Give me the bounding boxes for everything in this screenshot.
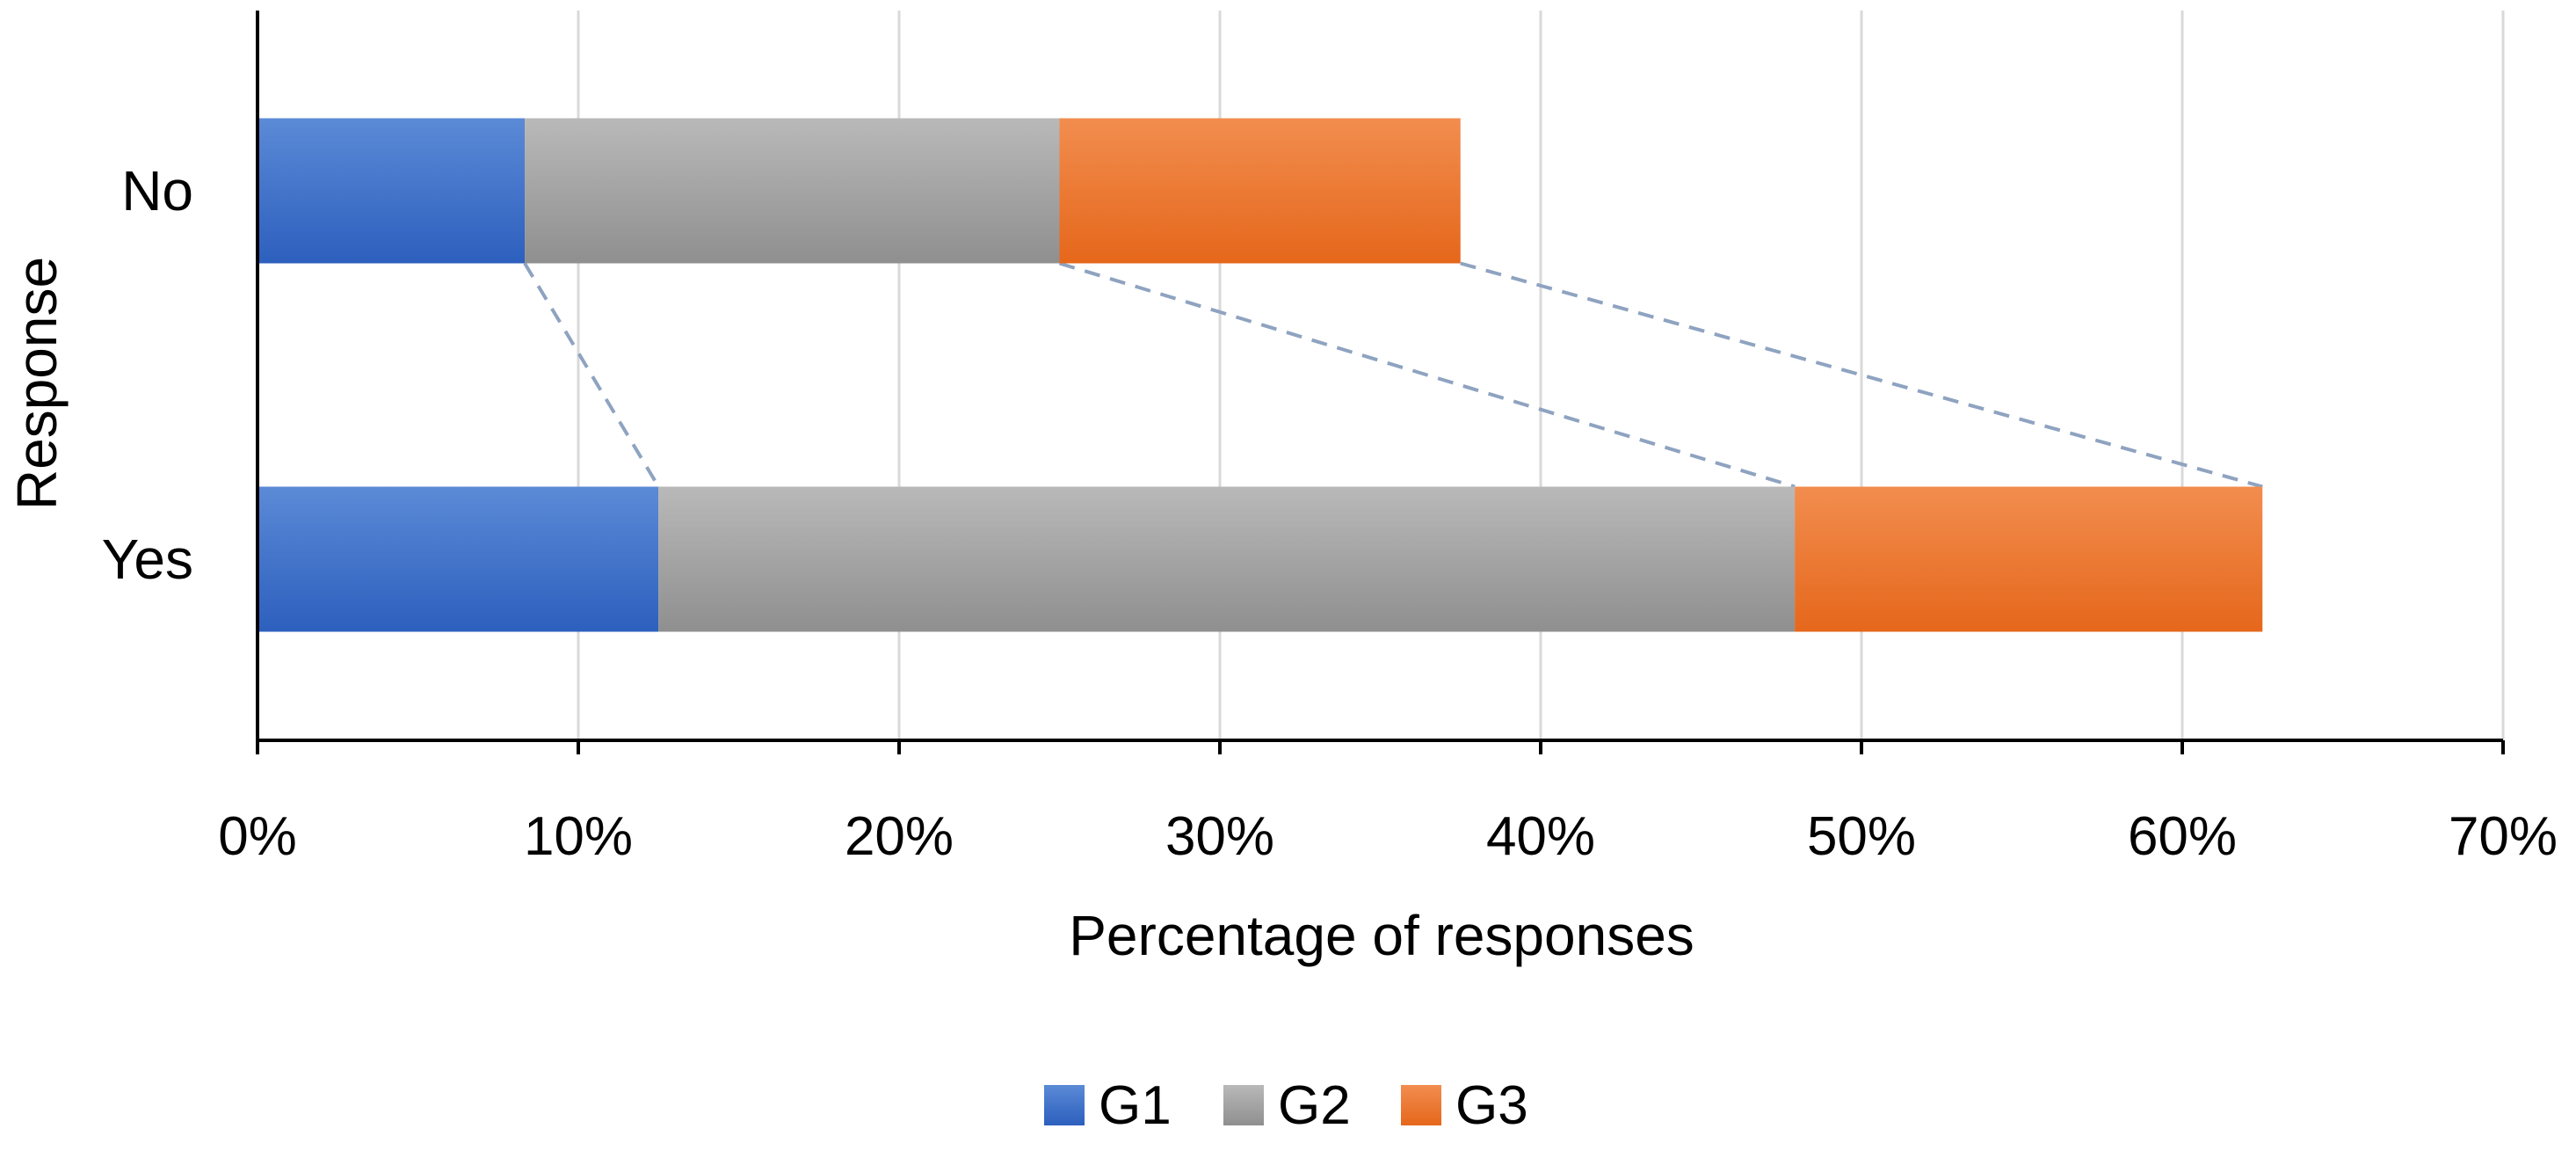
x-tick-label: 20% [845, 806, 954, 867]
y-axis-title: Response [5, 257, 69, 510]
x-axis-title: Percentage of responses [1069, 904, 1694, 967]
series-line-g2 [1058, 261, 1796, 489]
bar-yes-g2 [658, 486, 1796, 632]
x-tick-label: 0% [218, 806, 297, 867]
bar-no-g1 [258, 118, 526, 264]
legend: G1 G2 G3 [1044, 1075, 1528, 1136]
axes [256, 11, 2505, 754]
legend-swatch-g3 [1401, 1085, 1441, 1125]
bar-yes-g1 [258, 486, 659, 632]
category-label-no: No [121, 159, 193, 222]
series-line-g3 [1460, 261, 2263, 489]
labels: 0% 10% 20% 30% 40% 50% 60% 70% No Yes Percentage o… [5, 159, 2558, 967]
series-lines [523, 261, 2263, 489]
category-label-yes: Yes [102, 528, 193, 591]
bar-yes-g3 [1795, 486, 2263, 632]
legend-label-g3: G3 [1455, 1075, 1528, 1136]
x-tick-label: 60% [2128, 806, 2237, 867]
bar-no-g3 [1059, 118, 1461, 264]
x-tick-label: 40% [1486, 806, 1595, 867]
x-tick-label: 30% [1165, 806, 1274, 867]
legend-label-g1: G1 [1099, 1075, 1172, 1136]
legend-swatch-g2 [1223, 1085, 1264, 1125]
legend-item-g3: G3 [1401, 1075, 1528, 1136]
legend-label-g2: G2 [1278, 1075, 1351, 1136]
x-tick-label: 50% [1807, 806, 1916, 867]
legend-swatch-g1 [1044, 1085, 1085, 1125]
x-tick-label: 70% [2449, 806, 2558, 867]
bars [258, 118, 2263, 632]
x-tick-label: 10% [524, 806, 633, 867]
bar-no-g2 [525, 118, 1060, 264]
legend-item-g1: G1 [1044, 1075, 1172, 1136]
series-line-g1 [523, 262, 660, 488]
legend-item-g2: G2 [1223, 1075, 1351, 1136]
